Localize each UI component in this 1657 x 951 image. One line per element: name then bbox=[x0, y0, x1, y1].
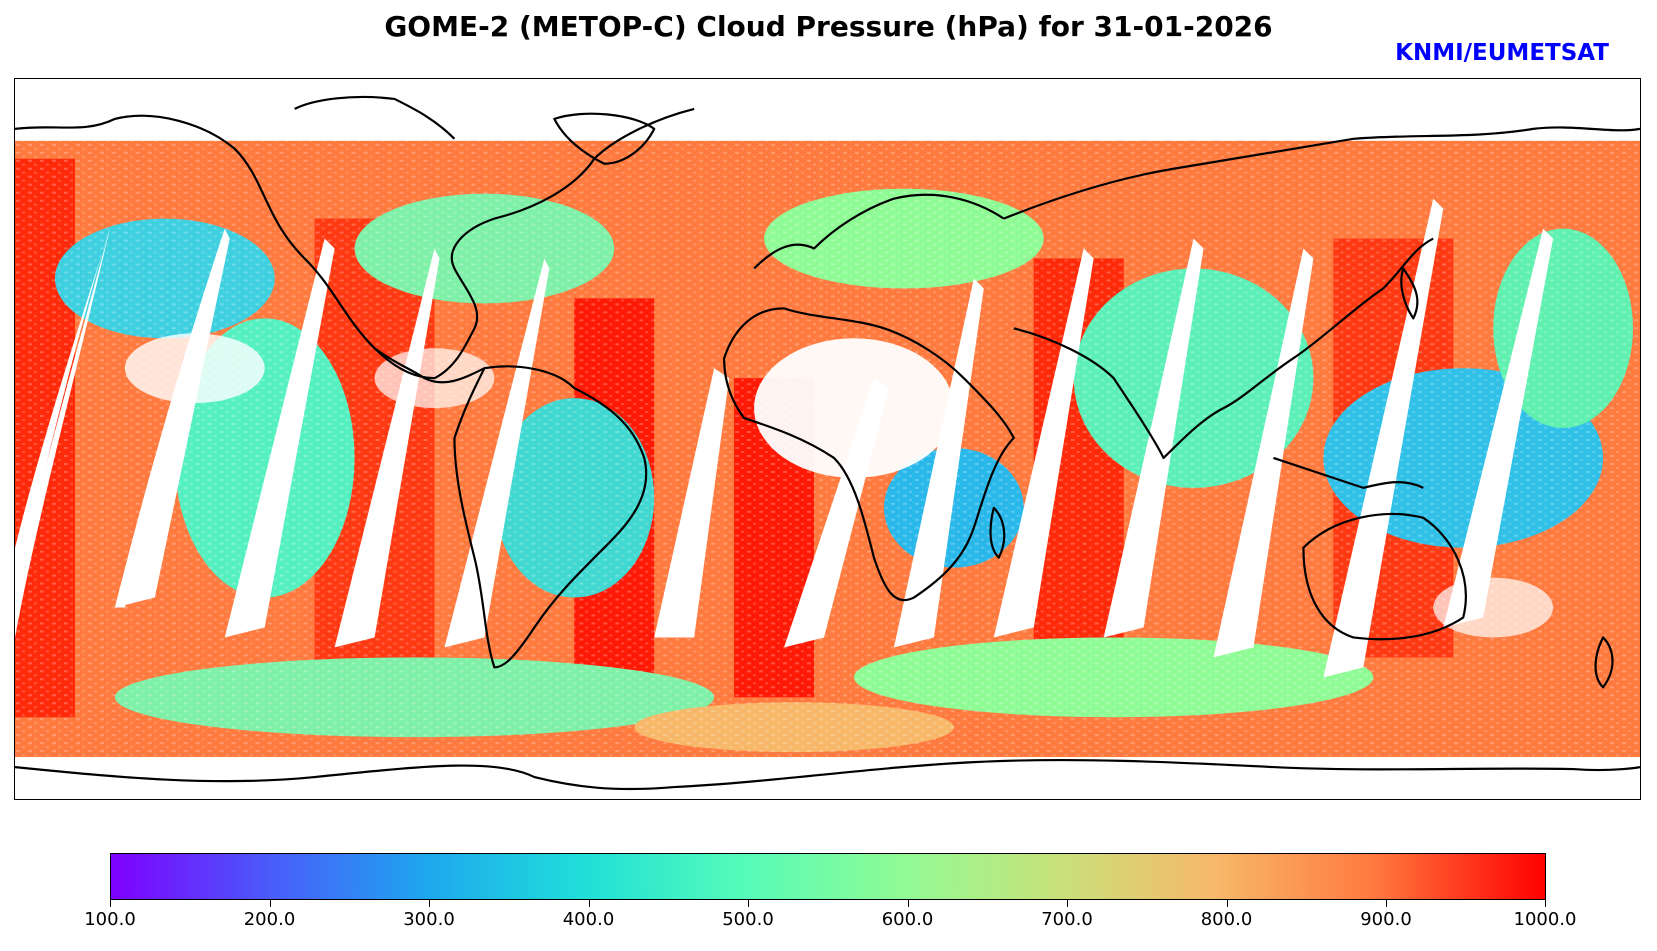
australia-coast bbox=[1302, 512, 1467, 641]
arctic-no-data bbox=[15, 79, 1640, 141]
colorbar-tick bbox=[748, 900, 749, 907]
orbit-gap bbox=[224, 238, 335, 638]
colorbar-tick-label: 900.0 bbox=[1360, 909, 1412, 930]
orbit-gap bbox=[993, 248, 1094, 638]
colorbar-tick bbox=[588, 900, 590, 907]
africa-coast bbox=[723, 307, 1015, 602]
orbit-gap bbox=[444, 258, 550, 648]
japan-coast bbox=[1400, 267, 1419, 320]
orbit-gap bbox=[114, 228, 230, 608]
asia-south-coast bbox=[1013, 237, 1434, 460]
asia-north-coast bbox=[1003, 126, 1640, 220]
colorbar-tick bbox=[1226, 900, 1228, 907]
orbit-gap bbox=[334, 248, 440, 648]
colorbar-tick-label: 800.0 bbox=[1200, 909, 1253, 930]
colorbar-tick-label: 400.0 bbox=[562, 909, 615, 930]
colorbar bbox=[110, 853, 1546, 900]
orbit-gaps bbox=[15, 198, 1554, 678]
antarctica-coast bbox=[15, 758, 1640, 791]
orbit-gap bbox=[1443, 228, 1554, 628]
field-gap bbox=[754, 338, 954, 478]
colorbar-tick bbox=[1545, 900, 1546, 907]
coastlines bbox=[15, 95, 1640, 791]
colorbar-tick bbox=[269, 900, 271, 907]
orbit-gap bbox=[1103, 238, 1204, 638]
central-america-coast bbox=[373, 347, 485, 384]
colorbar-tick-label: 100.0 bbox=[84, 909, 136, 930]
indonesia-coast bbox=[1273, 456, 1424, 489]
colorbar-tick-label: 500.0 bbox=[722, 909, 774, 930]
colorbar-tick-label: 200.0 bbox=[243, 909, 296, 930]
orbit-gap bbox=[1213, 248, 1314, 658]
colorbar-tick-label: 600.0 bbox=[881, 909, 934, 930]
orbit-gap bbox=[784, 378, 889, 648]
map-title: GOME-2 (METOP-C) Cloud Pressure (hPa) fo… bbox=[384, 10, 1273, 43]
new-zealand-coast bbox=[1594, 636, 1614, 689]
orbit-gap bbox=[654, 368, 730, 638]
map-panel bbox=[14, 78, 1641, 800]
madagascar-coast bbox=[989, 506, 1006, 559]
colorbar-tick bbox=[1386, 900, 1387, 907]
colorbar-tick-label: 300.0 bbox=[403, 909, 455, 930]
colorbar-tick bbox=[110, 900, 111, 907]
orbit-gap bbox=[893, 278, 984, 648]
colorbar-tick bbox=[907, 900, 909, 907]
credit-label: KNMI/EUMETSAT bbox=[1395, 40, 1609, 66]
cloud-pressure-map bbox=[15, 79, 1640, 799]
colorbar-tick bbox=[429, 900, 430, 907]
colorbar-tick-label: 1000.0 bbox=[1513, 909, 1577, 930]
greenland-coast bbox=[553, 112, 656, 165]
north-america-coast bbox=[15, 107, 695, 380]
south-america-coast bbox=[453, 365, 648, 669]
colorbar-tick-label: 700.0 bbox=[1041, 909, 1093, 930]
pressure-field bbox=[15, 138, 1640, 758]
antarctic-no-data bbox=[15, 757, 1640, 799]
arctic-islands-coast bbox=[294, 95, 456, 140]
colorbar-tick bbox=[1067, 900, 1068, 907]
europe-coast bbox=[753, 193, 1005, 270]
